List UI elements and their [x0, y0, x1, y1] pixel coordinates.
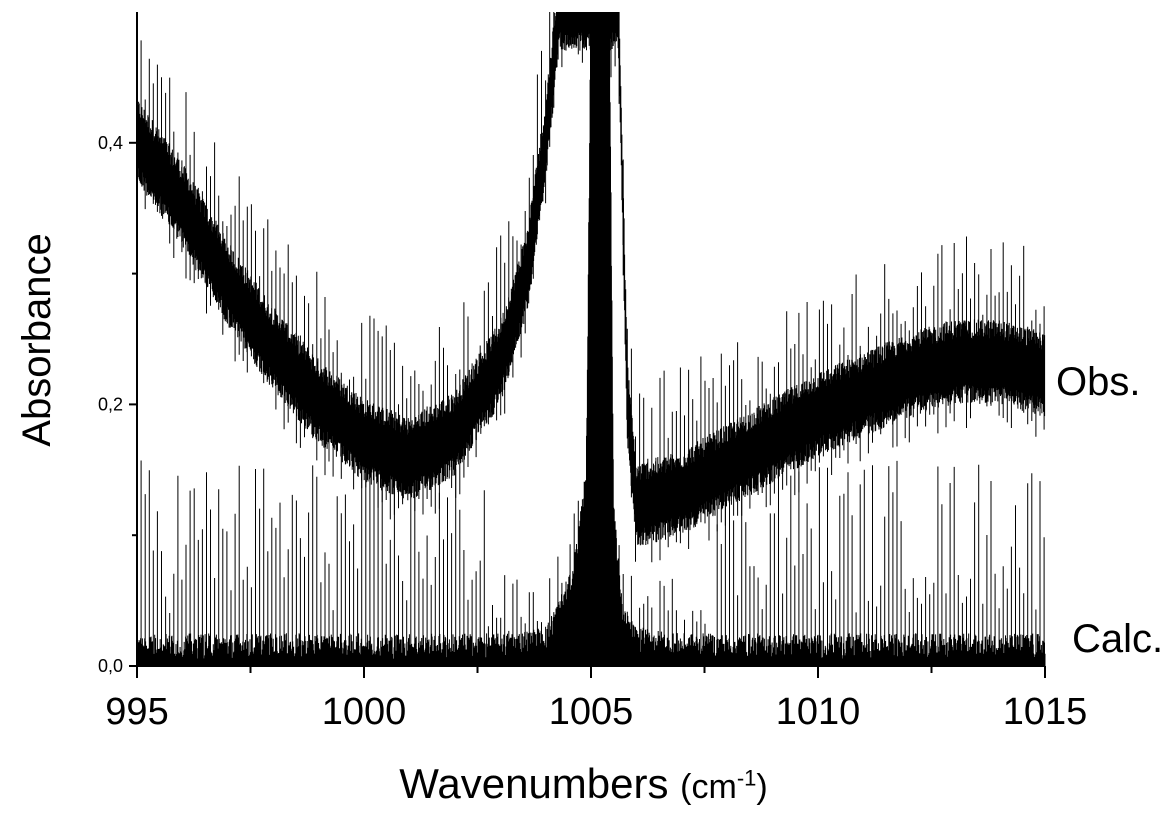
- x-tick-label: 995: [105, 691, 168, 733]
- y-tick-label: 0,2: [98, 394, 123, 414]
- spectrum-chart: 995 1000 1005 1010 1015 0,0 0,2 0,4 Absorbance: [15, 12, 1087, 733]
- axes: 995 1000 1005 1010 1015 0,0 0,2 0,4: [98, 12, 1087, 733]
- y-axis-label: Absorbance: [15, 233, 59, 446]
- obs-series-label: Obs.: [1056, 360, 1141, 404]
- x-axis-label-units: (cm-1): [680, 765, 768, 806]
- calc-series-label: Calc.: [1072, 617, 1164, 661]
- x-tick-label: 1000: [322, 691, 407, 733]
- y-tick-label: 0,0: [98, 656, 123, 676]
- x-tick-label: 1010: [776, 691, 861, 733]
- x-tick-label: 1015: [1003, 691, 1088, 733]
- y-tick-label: 0,4: [98, 133, 123, 153]
- x-axis-label-main: Wavenumbers: [399, 760, 669, 807]
- x-tick-label: 1005: [549, 691, 634, 733]
- x-axis-label: Wavenumbers (cm-1): [0, 760, 1167, 808]
